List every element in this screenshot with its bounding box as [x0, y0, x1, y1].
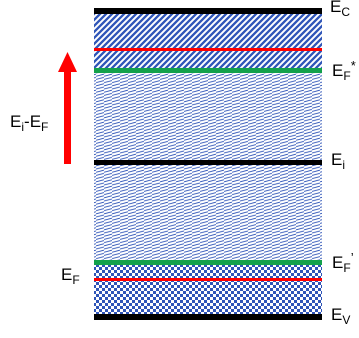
- upper-red-level-line: [94, 48, 322, 51]
- label-a: E: [10, 112, 22, 131]
- conduction-band-edge-line: [94, 8, 322, 14]
- label-b-sub: F: [41, 120, 49, 134]
- arrow-shaft: [64, 68, 71, 164]
- label-mark: *: [350, 58, 356, 73]
- up-arrow-icon: [58, 52, 77, 164]
- label-sub: V: [342, 313, 351, 327]
- label-sub: F: [343, 69, 351, 83]
- fermi-prime-level-line: [94, 260, 322, 265]
- conduction-band-label: EC: [330, 0, 351, 19]
- label-sub: F: [72, 273, 80, 287]
- arrow-energy-difference-label: Ei-EF: [10, 112, 49, 134]
- label-sub: F: [343, 261, 351, 275]
- valence-band-label: EV: [331, 305, 351, 327]
- lower-dashed-region: [94, 164, 322, 260]
- label-main: E: [332, 61, 344, 80]
- label-main: E: [331, 150, 343, 169]
- label-main: E: [332, 253, 344, 272]
- fermi-star-level-line: [94, 68, 322, 73]
- label-separator: -: [24, 112, 30, 131]
- fermi-level-label: EF: [61, 265, 80, 287]
- conduction-band-hatch-region: [94, 12, 322, 71]
- valence-band-checker-region: [94, 262, 322, 317]
- label-mark: ’: [350, 250, 354, 265]
- upper-dashed-region: [94, 72, 322, 162]
- label-main: E: [61, 265, 73, 284]
- label-sub: C: [341, 5, 351, 19]
- fermi-level-red-line: [94, 278, 322, 281]
- valence-band-edge-line: [94, 314, 322, 320]
- label-a-sub: i: [21, 120, 25, 134]
- label-main: E: [330, 0, 342, 16]
- intrinsic-level-line: [94, 160, 322, 165]
- fermi-star-level-label: EF*: [332, 58, 356, 83]
- intrinsic-level-label: Ei: [331, 150, 346, 172]
- arrow-head: [58, 52, 77, 72]
- label-sub: i: [342, 158, 346, 172]
- fermi-prime-level-label: EF’: [332, 250, 354, 275]
- label-main: E: [331, 305, 343, 324]
- label-b: E: [29, 112, 42, 131]
